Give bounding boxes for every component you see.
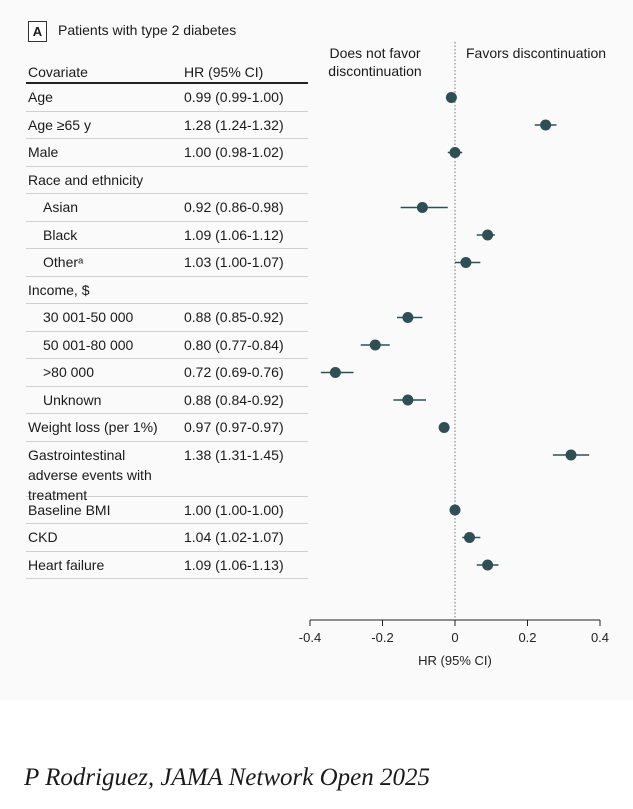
point-estimate [402,394,414,406]
hr-column-header: HR (95% CI) [184,64,264,80]
table-row: Weight loss (per 1%) 0.97 (0.97-0.97) [26,414,308,442]
table-row: Gastrointestinal adverse events with tre… [26,442,308,503]
covariate-label: Unknown [43,391,102,408]
figure-panel: A Patients with type 2 diabetes Covariat… [26,21,610,668]
point-estimate [449,147,461,158]
hr-value: 1.00 (0.98-1.02) [184,144,284,160]
table-row: Heart failure 1.09 (1.06-1.13) [26,552,308,579]
hr-value: 1.04 (1.02-1.07) [184,529,284,545]
covariate-label: 50 001-80 000 [43,336,134,353]
hr-value: 0.88 (0.84-0.92) [184,391,284,408]
point-estimate [460,257,472,268]
covariate-label: Income, $ [28,281,90,298]
x-tick-label: 0.2 [518,630,536,645]
covariate-label: Race and ethnicity [28,171,144,188]
point-estimate [438,422,450,433]
table-row: Male 1.00 (0.98-1.02) [26,139,308,167]
hr-value: 0.88 (0.85-0.92) [184,309,284,325]
covariate-label: Age ≥65 y [28,116,91,133]
hr-value: 1.00 (1.00-1.00) [184,501,284,518]
covariate-label: Otherᵃ [43,254,84,270]
covariate-label: Baseline BMI [28,501,111,518]
hr-value: 0.99 (0.99-1.00) [184,89,284,105]
covariate-label: Black [43,226,78,243]
header-divider [26,82,308,84]
table-row: 30 001-50 000 0.88 (0.85-0.92) [26,304,308,332]
hr-value: 1.28 (1.24-1.32) [184,116,284,133]
table-row: Age ≥65 y 1.28 (1.24-1.32) [26,112,308,139]
table-row: Baseline BMI 1.00 (1.00-1.00) [26,497,308,524]
point-estimate [482,229,494,241]
panel-badge: A [28,21,47,42]
point-estimate [482,559,494,571]
covariate-label: CKD [28,529,58,545]
table-row: Income, $ [26,277,308,304]
hr-value: 0.97 (0.97-0.97) [184,419,284,435]
panel-title: Patients with type 2 diabetes [58,22,237,38]
covariate-column-header: Covariate [28,64,88,80]
hr-value: 0.92 (0.86-0.98) [184,199,284,215]
point-estimate [402,312,414,323]
covariate-label: Age [28,89,53,105]
point-estimate [565,449,577,461]
table-row: Age 0.99 (0.99-1.00) [26,84,308,112]
figure-caption: P Rodriguez, JAMA Network Open 2025 [24,764,430,791]
covariate-label: >80 000 [43,364,94,380]
x-tick-label: 0.4 [591,630,609,645]
point-estimate [445,92,457,103]
hr-value: 0.72 (0.69-0.76) [184,364,284,380]
table-row: Black 1.09 (1.06-1.12) [26,222,308,249]
point-estimate [464,532,475,543]
point-estimate [540,119,552,131]
x-axis-label: HR (95% CI) [418,653,492,668]
table-row: Otherᵃ 1.03 (1.00-1.07) [26,249,308,277]
hr-value: 1.09 (1.06-1.13) [184,556,284,573]
covariate-label: Asian [43,199,79,215]
direction-label-right: Favors discontinuation [466,45,607,61]
x-tick-label: 0 [451,630,458,645]
point-estimate [369,339,381,351]
point-estimate [416,202,428,213]
hr-value: 1.03 (1.00-1.07) [184,254,284,270]
covariate-label: Heart failure [28,556,105,573]
covariate-label: Gastrointestinal adverse events with tre… [28,446,152,503]
table-row: Asian 0.92 (0.86-0.98) [26,194,308,222]
forest-plot: -0.4 -0.2 0 0.2 0.4 HR (95% CI) [299,42,609,668]
table-row: Race and ethnicity [26,167,308,194]
hr-value: 1.09 (1.06-1.12) [184,226,284,243]
table-row: Unknown 0.88 (0.84-0.92) [26,387,308,414]
covariate-label: Weight loss (per 1%) [28,419,158,435]
direction-label-left: Does not favor discontinuation [328,45,422,79]
covariate-label: Male [28,144,59,160]
x-tick-label: -0.2 [371,630,393,645]
point-estimate [449,504,461,516]
covariate-label: 30 001-50 000 [43,309,134,325]
table-row: CKD 1.04 (1.02-1.07) [26,524,308,552]
x-tick-label: -0.4 [299,630,321,645]
hr-value: 1.38 (1.31-1.45) [184,446,284,463]
point-estimate [329,367,341,378]
hr-value: 0.80 (0.77-0.84) [184,336,284,353]
table-row: 50 001-80 000 0.80 (0.77-0.84) [26,332,308,359]
table-row: >80 000 0.72 (0.69-0.76) [26,359,308,387]
